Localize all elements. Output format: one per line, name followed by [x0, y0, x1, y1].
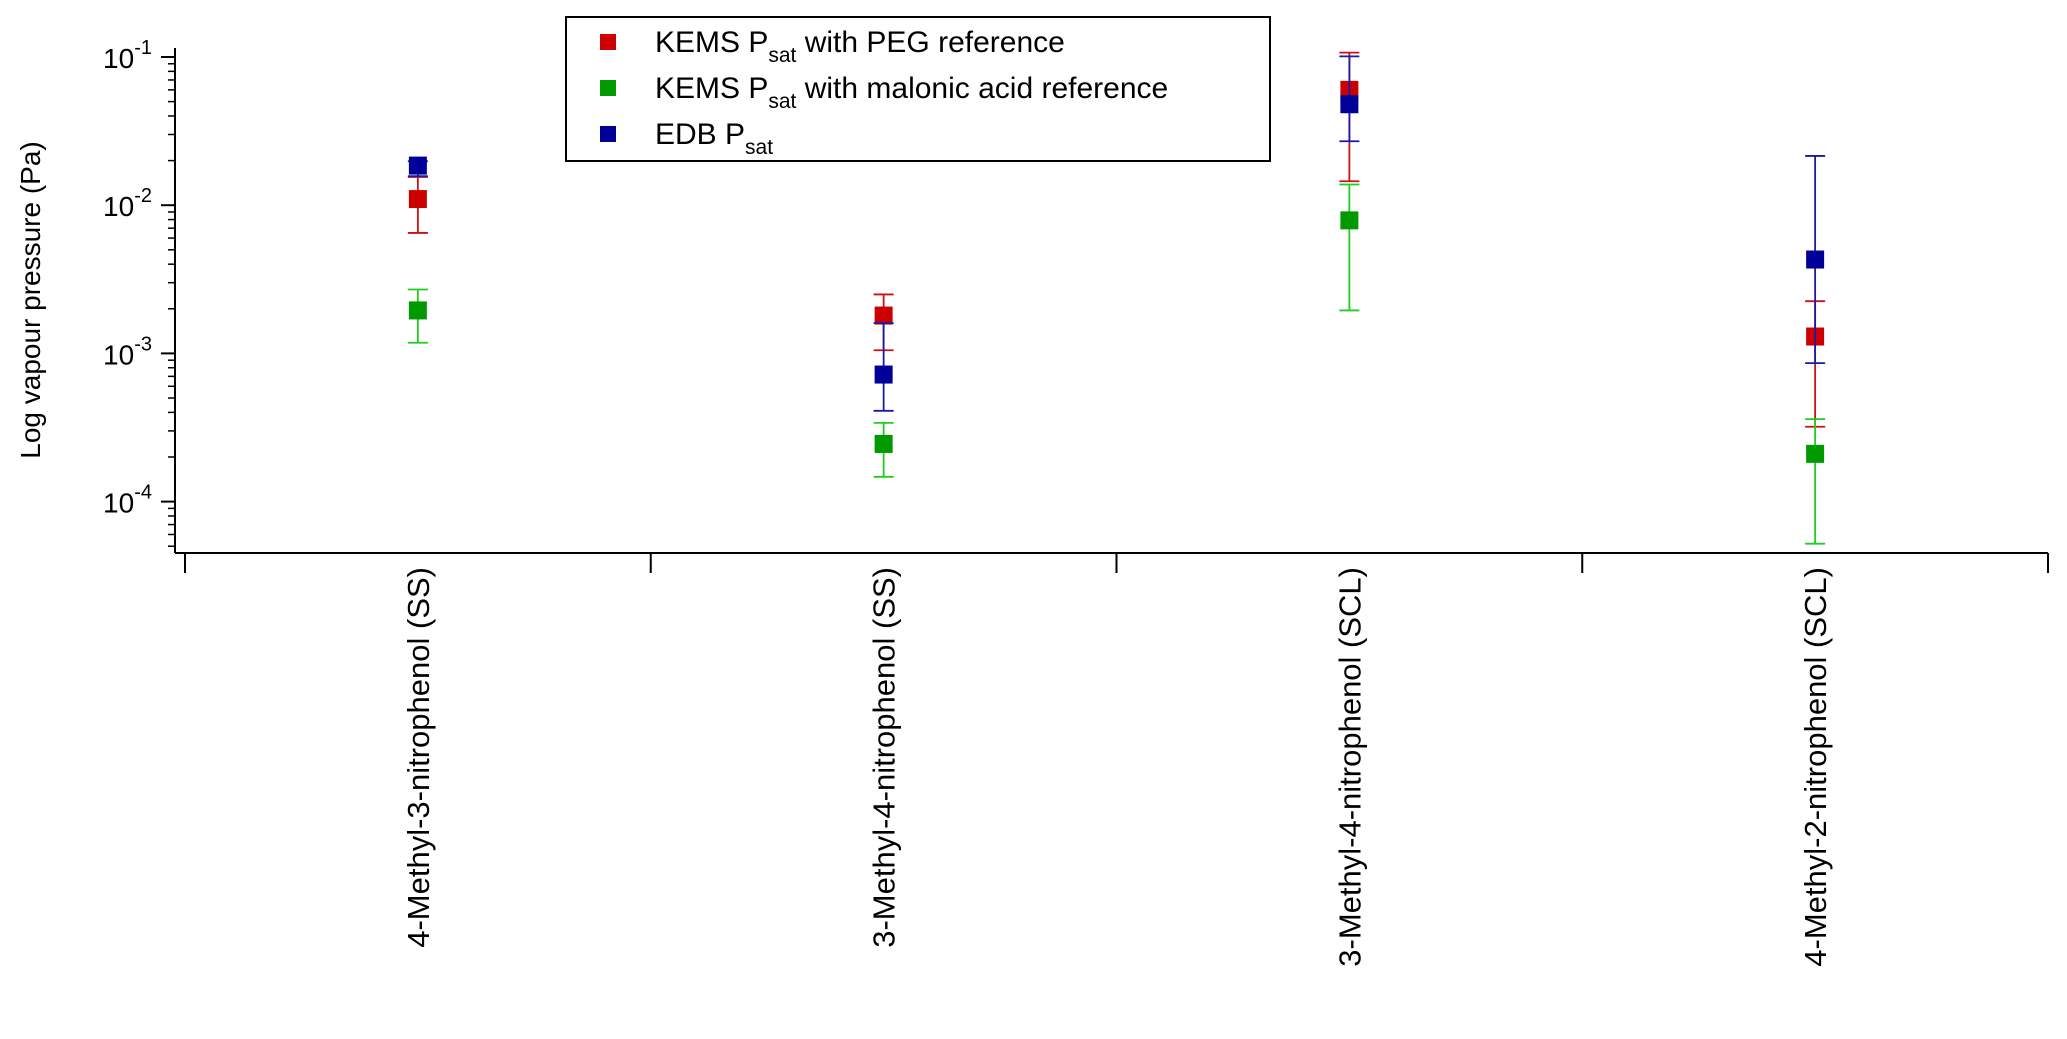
data-point-malonic: [1806, 444, 1825, 463]
data-point-peg: [408, 190, 427, 209]
data-point-edb: [1340, 95, 1359, 114]
series-edb: [407, 55, 1826, 412]
legend: KEMS Psat with PEG reference KEMS Psat wi…: [565, 16, 1271, 162]
x-category-label: 3-Methyl-4-nitrophenol (SS): [867, 567, 902, 948]
y-ticks: 10-1 10-2 10-3 10-4: [103, 37, 175, 547]
legend-marker-edb: [600, 126, 616, 142]
data-point-malonic: [408, 301, 427, 320]
x-category-label: 4-Methyl-2-nitrophenol (SCL): [1798, 567, 1833, 967]
data-point-edb: [1806, 250, 1825, 269]
legend-label-malonic: KEMS Psat with malonic acid reference: [655, 72, 1168, 113]
data-marks: [407, 51, 1826, 545]
legend-box: [565, 16, 1271, 162]
x-ticks: 4-Methyl-3-nitrophenol (SS) 3-Methyl-4-ni…: [184, 553, 2049, 967]
data-point-malonic: [1340, 211, 1359, 230]
y-tick-label: 10-2: [103, 185, 152, 222]
x-category-label: 3-Methyl-4-nitrophenol (SCL): [1332, 567, 1367, 967]
data-point-edb: [408, 156, 427, 175]
x-category-label: 4-Methyl-3-nitrophenol (SS): [401, 567, 436, 948]
y-tick-label: 10-4: [103, 482, 152, 519]
data-point-edb: [874, 365, 893, 384]
legend-marker-peg: [600, 34, 616, 50]
y-tick-label: 10-1: [103, 37, 152, 74]
y-tick-label: 10-3: [103, 333, 152, 370]
axes: [174, 48, 2048, 554]
series-malonic: [407, 183, 1826, 545]
data-point-peg: [874, 306, 893, 325]
legend-label-peg: KEMS Psat with PEG reference: [655, 26, 1065, 67]
legend-marker-malonic: [600, 80, 616, 96]
y-axis-label: Log vapour pressure (Pa): [15, 141, 46, 459]
data-point-malonic: [874, 434, 893, 453]
legend-label-edb: EDB Psat: [655, 118, 773, 159]
